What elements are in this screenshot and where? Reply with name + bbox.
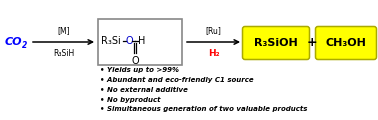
Text: [Ru]: [Ru] (206, 26, 222, 35)
Text: • Simultaneous generation of two valuable products: • Simultaneous generation of two valuabl… (100, 106, 307, 112)
Text: R₃Si: R₃Si (101, 36, 121, 46)
Text: [M]: [M] (57, 26, 70, 35)
FancyBboxPatch shape (243, 27, 310, 60)
Text: • Abundant and eco-friendly C1 source: • Abundant and eco-friendly C1 source (100, 77, 254, 83)
Text: • Yields up to >99%: • Yields up to >99% (100, 67, 179, 73)
Text: 2: 2 (22, 41, 27, 50)
Text: O: O (132, 56, 139, 66)
Text: CO: CO (5, 37, 23, 47)
FancyBboxPatch shape (316, 27, 376, 60)
Text: R₃SiH: R₃SiH (53, 49, 74, 58)
FancyBboxPatch shape (98, 19, 182, 65)
Text: H: H (138, 36, 146, 46)
Text: • No byproduct: • No byproduct (100, 96, 161, 102)
Text: CH₃OH: CH₃OH (325, 38, 366, 48)
Text: H₂: H₂ (208, 49, 219, 58)
Text: • No external additive: • No external additive (100, 87, 188, 93)
Text: O: O (126, 36, 134, 46)
Text: R₃SiOH: R₃SiOH (254, 38, 298, 48)
Text: +: + (307, 36, 317, 48)
